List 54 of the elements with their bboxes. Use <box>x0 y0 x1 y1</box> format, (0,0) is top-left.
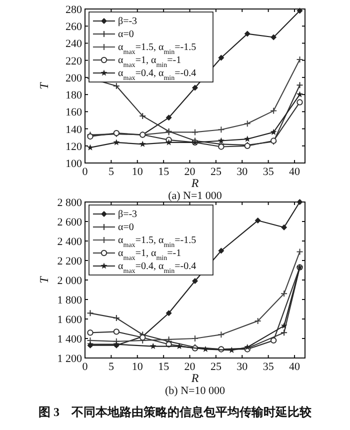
x-tick-label: 0 <box>82 166 88 178</box>
y-tick-label: 1 400 <box>57 334 82 346</box>
x-tick-label: 40 <box>289 361 301 373</box>
y-tick-label: 2 000 <box>57 275 82 287</box>
x-tick-label: 10 <box>132 166 144 178</box>
y-tick-label: 160 <box>66 106 82 119</box>
legend-label: α$_{max}$=1, α$_{min}$=-1 <box>118 248 182 262</box>
x-tick-label: 0 <box>82 361 88 373</box>
x-tick-label: 15 <box>158 361 170 373</box>
x-tick-label: 25 <box>210 166 222 178</box>
y-tick-label: 220 <box>66 55 82 68</box>
x-axis-title: R <box>190 371 200 385</box>
y-axis-title: T <box>37 275 51 284</box>
legend-label: β=-3 <box>118 16 138 27</box>
y-tick-label: 140 <box>66 124 82 136</box>
legend-label: α$_{max}$=0.4, α$_{min}$=-0.4 <box>118 261 196 275</box>
y-tick-label: 180 <box>66 90 82 102</box>
x-tick-label: 15 <box>158 166 170 178</box>
x-tick-label: 35 <box>262 166 274 178</box>
y-tick-label: 1 200 <box>57 353 82 365</box>
x-tick-label: 35 <box>262 361 274 373</box>
y-tick-label: 200 <box>66 72 82 84</box>
caption: 图 3 不同本地路由策略的信息包平均传输时延比较 <box>38 405 312 419</box>
y-tick-label: 2 600 <box>57 216 82 228</box>
x-tick-label: 10 <box>132 361 144 373</box>
legend-label: α$_{max}$=1, α$_{min}$=-1 <box>118 55 182 69</box>
legend-label: α=0 <box>118 29 134 40</box>
y-tick-label: 100 <box>66 158 82 170</box>
legend-label: α$_{max}$=1.5, α$_{min}$=-1.5 <box>118 42 196 56</box>
y-tick-label: 1 800 <box>57 294 82 306</box>
legend-label: α=0 <box>118 222 134 233</box>
legend-label: β=-3 <box>118 209 138 220</box>
y-tick-label: 1 600 <box>57 314 82 326</box>
y-tick-label: 240 <box>66 38 82 50</box>
x-tick-label: 5 <box>108 361 114 373</box>
y-tick-label: 2 800 <box>57 197 82 209</box>
y-tick-label: 260 <box>66 21 82 34</box>
legend-label: α$_{max}$=1.5, α$_{min}$=-1.5 <box>118 235 196 249</box>
y-tick-label: 120 <box>66 140 82 153</box>
y-tick-label: 280 <box>66 4 82 16</box>
legend-label: α$_{max}$=0.4, α$_{min}$=-0.4 <box>118 68 196 82</box>
y-tick-label: 2 200 <box>57 256 82 268</box>
y-tick-label: 2 400 <box>57 236 82 248</box>
text: (a) N=1 000 <box>168 190 222 202</box>
x-tick-label: 30 <box>236 361 248 373</box>
x-tick-label: 20 <box>184 166 196 178</box>
x-tick-label: 5 <box>108 166 114 178</box>
y-axis-title: T <box>37 81 51 90</box>
text: (b) N=10 000 <box>165 385 226 397</box>
x-tick-label: 25 <box>210 361 222 373</box>
x-tick-label: 20 <box>184 361 196 373</box>
x-tick-label: 30 <box>236 166 248 178</box>
x-axis-title: R <box>190 176 200 190</box>
x-tick-label: 40 <box>289 166 301 178</box>
